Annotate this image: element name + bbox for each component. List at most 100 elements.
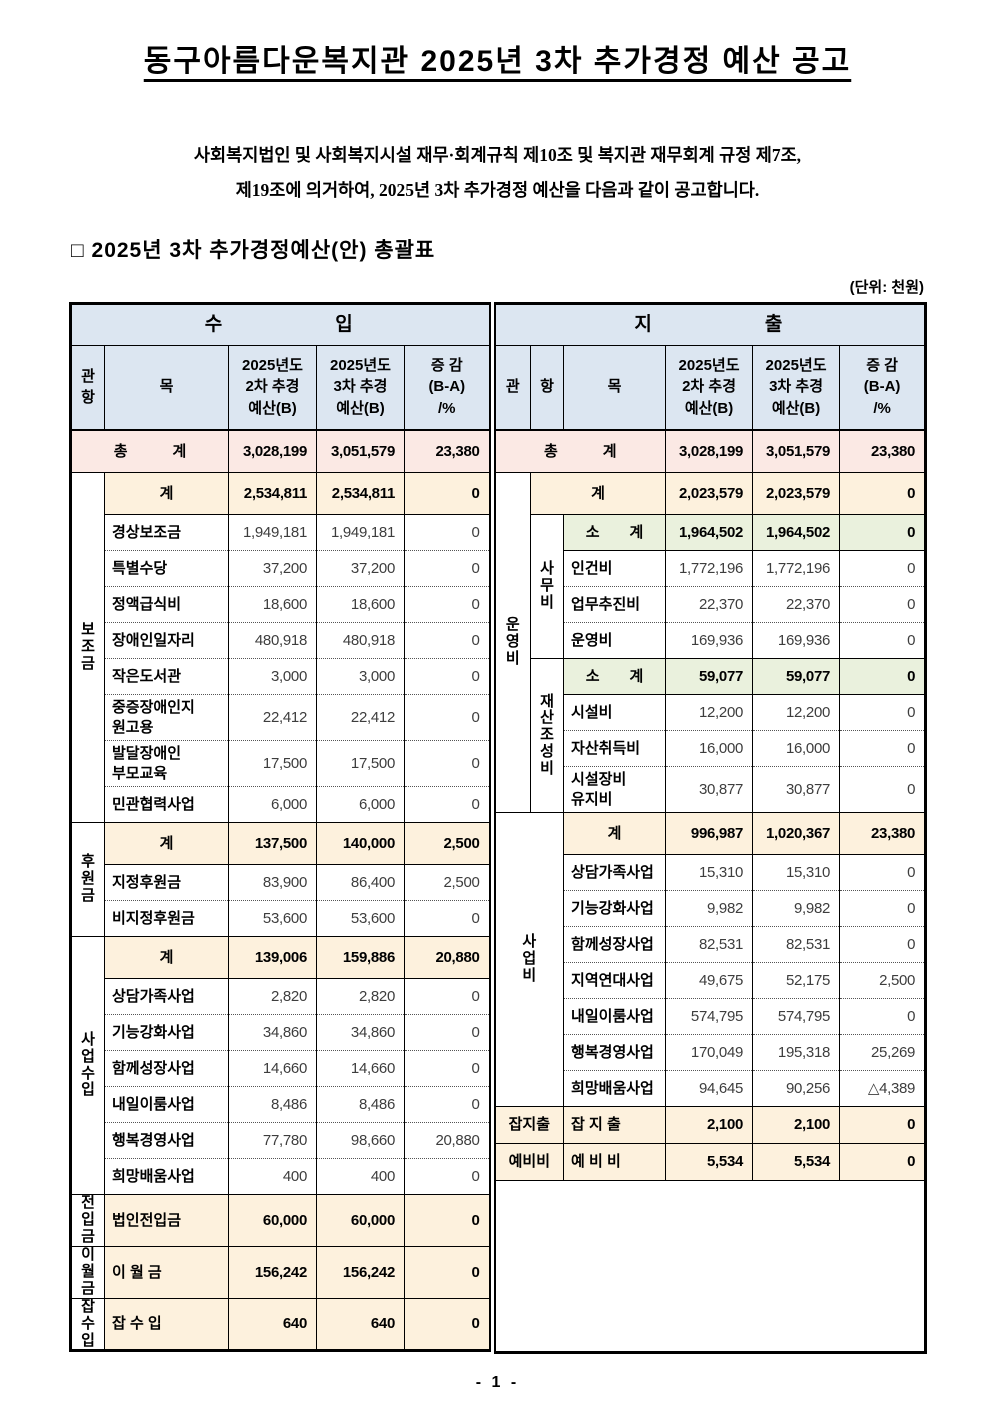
page-number: - 1 - — [475, 1374, 520, 1391]
row-label: 계 — [530, 472, 667, 515]
row-label: 함께성장사업 — [563, 926, 667, 963]
value-cell: 0 — [839, 586, 927, 623]
col-header-mok: 목 — [563, 345, 667, 430]
value-cell: 22,412 — [228, 694, 317, 741]
row-label: 기능강화사업 — [104, 1014, 229, 1051]
value-cell: 5,534 — [752, 1143, 841, 1181]
value-cell: 34,860 — [228, 1014, 317, 1051]
value-cell: 2,500 — [403, 864, 491, 901]
value-cell: 156,242 — [228, 1246, 317, 1299]
value-cell: 0 — [403, 1158, 491, 1195]
row-label: 총 계 — [494, 428, 667, 473]
value-cell: 53,600 — [228, 900, 317, 937]
intro-line-2: 제19조에 의거하여, 2025년 3차 추가경정 예산을 다음과 같이 공고합… — [235, 180, 760, 200]
value-cell: 90,256 — [752, 1070, 841, 1107]
value-cell: 25,269 — [839, 1034, 927, 1071]
value-cell: 1,964,502 — [752, 514, 841, 551]
row-label: 행복경영사업 — [563, 1034, 667, 1071]
value-cell: 2,100 — [752, 1106, 841, 1144]
value-cell: 0 — [839, 730, 927, 767]
unit-label: (단위: 천원) — [849, 279, 924, 296]
row-label: 잡 지 출 — [563, 1106, 667, 1144]
value-cell: 23,380 — [403, 428, 491, 473]
row-label: 경상보조금 — [104, 514, 229, 551]
expense-table: 지 출 관 항 목 2025년도 2차 추경 예산(B) 2025년도 3차 추경 예산(B) 증 … — [493, 302, 928, 1354]
value-cell: 0 — [403, 586, 491, 623]
group-label: 잡지출 — [494, 1106, 565, 1144]
col-header-budget-3: 2025년도 3차 추경 예산(B) — [316, 345, 405, 430]
value-cell: 1,964,502 — [665, 514, 754, 551]
row-label: 자산취득비 — [563, 730, 667, 767]
value-cell: 6,000 — [316, 786, 405, 823]
section-title: □ 2025년 3차 추가경정예산(안) 총괄표 — [71, 239, 436, 262]
value-cell: 0 — [403, 978, 491, 1015]
value-cell: 22,370 — [752, 586, 841, 623]
col-header-budget-3: 2025년도 3차 추경 예산(B) — [752, 345, 841, 430]
value-cell: 17,500 — [316, 740, 405, 787]
value-cell: 0 — [839, 658, 927, 695]
value-cell: 400 — [316, 1158, 405, 1195]
value-cell: 3,000 — [316, 658, 405, 695]
value-cell: 14,660 — [316, 1050, 405, 1087]
value-cell: 2,534,811 — [228, 472, 317, 515]
intro-line-1: 사회복지법인 및 사회복지시설 재무·회계규칙 제10조 및 복지관 재무회계 … — [193, 145, 802, 165]
value-cell: 996,987 — [665, 812, 754, 855]
row-label: 행복경영사업 — [104, 1122, 229, 1159]
value-cell: 480,918 — [316, 622, 405, 659]
value-cell: 17,500 — [228, 740, 317, 787]
value-cell: 0 — [403, 694, 491, 741]
row-label: 계 — [563, 812, 667, 855]
value-cell: 6,000 — [228, 786, 317, 823]
value-cell: 137,500 — [228, 822, 317, 865]
row-label: 지역연대사업 — [563, 962, 667, 999]
row-label: 정액급식비 — [104, 586, 229, 623]
value-cell: 0 — [403, 622, 491, 659]
value-cell: 169,936 — [752, 622, 841, 659]
value-cell: 139,006 — [228, 936, 317, 979]
value-cell: 0 — [839, 694, 927, 731]
row-label: 중증장애인지 원고용 — [104, 694, 229, 741]
value-cell: 3,028,199 — [665, 428, 754, 473]
value-cell: 2,820 — [228, 978, 317, 1015]
value-cell: 2,820 — [316, 978, 405, 1015]
value-cell: 98,660 — [316, 1122, 405, 1159]
value-cell: 59,077 — [752, 658, 841, 695]
value-cell: 9,982 — [752, 890, 841, 927]
value-cell: 159,886 — [316, 936, 405, 979]
value-cell: 0 — [839, 766, 927, 813]
income-section-header: 수 입 — [69, 303, 491, 346]
value-cell: 2,500 — [403, 822, 491, 865]
value-cell: 22,370 — [665, 586, 754, 623]
value-cell: 3,051,579 — [752, 428, 841, 473]
value-cell: 0 — [403, 550, 491, 587]
row-label: 계 — [104, 472, 229, 515]
value-cell: 140,000 — [316, 822, 405, 865]
value-cell: 37,200 — [228, 550, 317, 587]
value-cell: 0 — [403, 1086, 491, 1123]
value-cell: 37,200 — [316, 550, 405, 587]
row-label: 계 — [104, 822, 229, 865]
group-label: 예비비 — [494, 1143, 565, 1181]
value-cell: 8,486 — [228, 1086, 317, 1123]
row-label: 내일이룸사업 — [104, 1086, 229, 1123]
value-cell: 77,780 — [228, 1122, 317, 1159]
value-cell: 0 — [403, 740, 491, 787]
row-label: 특별수당 — [104, 550, 229, 587]
value-cell: 49,675 — [665, 962, 754, 999]
document-title: 동구아름다운복지관 2025년 3차 추가경정 예산 공고 — [143, 45, 852, 78]
col-header-change: 증 감 (B-A)/% — [839, 345, 927, 430]
value-cell: 0 — [839, 1143, 927, 1181]
col-header-hang: 항 — [530, 345, 565, 430]
value-cell: 0 — [839, 998, 927, 1035]
value-cell: 0 — [839, 472, 927, 515]
value-cell: 3,000 — [228, 658, 317, 695]
value-cell: 83,900 — [228, 864, 317, 901]
value-cell: 22,412 — [316, 694, 405, 741]
row-label: 상담가족사업 — [104, 978, 229, 1015]
row-label: 총 계 — [70, 428, 229, 473]
value-cell: 195,318 — [752, 1034, 841, 1071]
